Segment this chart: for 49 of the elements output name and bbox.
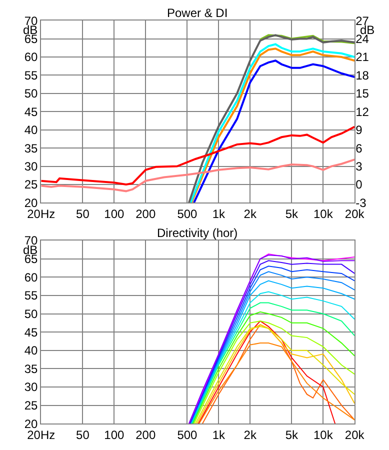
y-tick-label: 45 (24, 104, 38, 119)
x-tick-label: 20Hz (27, 207, 56, 222)
y-tick-label: 40 (24, 344, 38, 358)
y-tick-label: 35 (24, 141, 38, 156)
y2-tick-label: -3 (356, 196, 367, 210)
y2-tick-label: 21 (356, 50, 370, 64)
x-tick-label: 200 (136, 428, 156, 442)
x-tick-label: 5k (285, 207, 300, 222)
y-tick-label: 40 (24, 123, 38, 138)
y-tick-label: 30 (24, 159, 38, 174)
x-tick-label: 20k (344, 428, 366, 442)
y2-tick-label: 3 (356, 159, 363, 174)
chart-title: Power & DI (167, 6, 228, 20)
y-tick-label: 55 (24, 68, 38, 82)
x-tick-label: 100 (104, 428, 125, 442)
y2-tick-label: 6 (356, 141, 363, 156)
y-tick-label: 35 (24, 362, 38, 376)
x-tick-label: 2k (244, 207, 258, 222)
x-tick-label: 1k (212, 207, 226, 222)
y-tick-label: 20 (24, 196, 38, 210)
x-tick-label: 50 (76, 207, 90, 222)
y-tick-label: 60 (24, 50, 38, 64)
y-tick-label: 45 (24, 325, 38, 340)
y2-tick-label: 18 (356, 68, 370, 82)
y2-tick-label: 12 (356, 104, 370, 119)
y-tick-label: 50 (24, 306, 38, 321)
x-tick-label: 2k (244, 428, 258, 442)
x-tick-label: 100 (104, 207, 125, 222)
chart-title: Directivity (hor) (157, 226, 238, 240)
x-tick-label: 5k (285, 428, 300, 442)
y-tick-label: 55 (24, 288, 38, 303)
x-tick-label: 10k (313, 207, 334, 222)
y-tick-label: 25 (24, 178, 38, 192)
x-tick-label: 200 (136, 207, 156, 222)
x-tick-label: 500 (177, 207, 198, 222)
x-tick-label: 500 (177, 428, 198, 442)
y-tick-label: 25 (24, 398, 38, 413)
x-tick-label: 10k (313, 428, 334, 442)
y-tick-label: 30 (24, 380, 38, 394)
y-tick-label: 50 (24, 86, 38, 101)
y-tick-label: 20 (24, 416, 38, 431)
x-tick-label: 20k (344, 207, 366, 222)
x-tick-label: 50 (76, 428, 90, 442)
x-tick-label: 1k (212, 428, 226, 442)
x-tick-label: 20Hz (27, 428, 56, 442)
y-tick-label: 60 (24, 270, 38, 284)
y2-tick-label: 15 (356, 86, 370, 101)
y2-tick-label: 0 (356, 178, 363, 192)
y2-tick-label: 9 (356, 123, 363, 138)
